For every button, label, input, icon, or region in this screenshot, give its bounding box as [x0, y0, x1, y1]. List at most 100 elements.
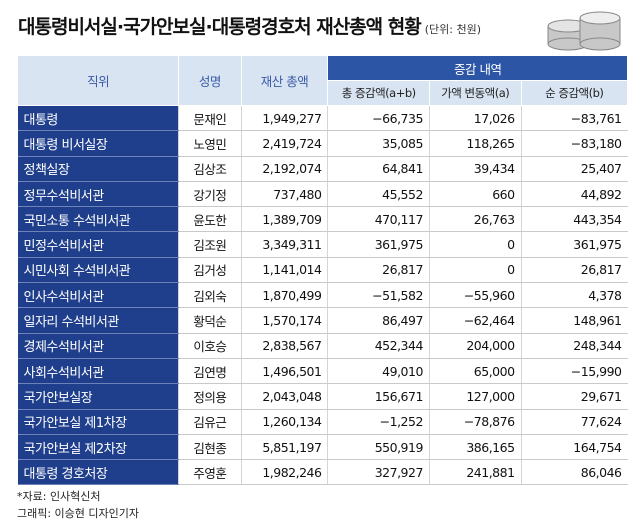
total-assets: 2,838,567: [240, 333, 328, 359]
total-assets: 3,349,311: [240, 231, 328, 258]
position: 국가안보실 제1차장: [17, 409, 179, 435]
total-change: 49,010: [327, 358, 430, 385]
name: 김외숙: [178, 282, 242, 309]
table-row: 대통령 문재인 1,949,277 −66,735 17,026 −83,761: [17, 105, 628, 132]
column-header: 가액 변동액(a): [428, 80, 522, 106]
position: 국민소통 수석비서관: [17, 206, 179, 233]
title: 대통령비서실·국가안보실·대통령경호처 재산총액 현황 (단위: 천원): [18, 12, 481, 39]
total-assets: 1,389,709: [240, 206, 328, 233]
net-change: 77,624: [520, 409, 628, 435]
table-row: 사회수석비서관 김연명 1,496,501 49,010 65,000 −15,990: [17, 358, 628, 385]
net-change: −15,990: [520, 358, 628, 385]
value-change: −62,464: [428, 307, 522, 334]
net-change: 443,354: [520, 206, 628, 233]
net-change: 86,046: [520, 459, 628, 486]
value-change: 127,000: [428, 383, 522, 410]
table-row: 인사수석비서관 김외숙 1,870,499 −51,582 −55,960 4,378: [17, 282, 628, 309]
table-row: 대통령 경호처장 주영훈 1,982,246 327,927 241,881 86,046: [17, 459, 628, 486]
table-row: 정책실장 김상조 2,192,074 64,841 39,434 25,407: [17, 156, 628, 182]
total-assets: 1,949,277: [240, 105, 328, 132]
net-change: −83,761: [520, 105, 628, 132]
total-assets: 1,260,134: [240, 409, 328, 435]
value-change: 660: [428, 181, 522, 208]
net-change: 148,961: [520, 307, 628, 334]
credit: 그래픽: 이승현 디자인기자: [17, 507, 140, 520]
total-change: 327,927: [327, 459, 430, 486]
position: 경제수석비서관: [17, 333, 179, 359]
table-row: 시민사회 수석비서관 김거성 1,141,014 26,817 0 26,817: [17, 257, 628, 284]
total-assets: 1,141,014: [240, 257, 328, 284]
total-assets: 1,496,501: [240, 358, 328, 385]
column-header: 재산 총액: [240, 55, 329, 106]
table-row: 민정수석비서관 김조원 3,349,311 361,975 0 361,975: [17, 231, 628, 258]
total-change: 550,919: [327, 434, 430, 461]
net-change: 26,817: [520, 257, 628, 284]
net-change: 361,975: [520, 231, 628, 258]
net-change: 248,344: [520, 333, 628, 359]
table-row: 국민소통 수석비서관 윤도한 1,389,709 470,117 26,763 443,3…: [17, 206, 628, 233]
total-assets: 2,419,724: [240, 130, 328, 157]
position: 인사수석비서관: [17, 282, 179, 309]
name: 문재인: [178, 105, 242, 132]
position: 대통령: [17, 105, 179, 132]
name: 김유근: [178, 409, 242, 435]
total-change: −51,582: [327, 282, 430, 309]
value-change: 26,763: [428, 206, 522, 233]
total-change: −66,735: [327, 105, 430, 132]
value-change: 386,165: [428, 434, 522, 461]
total-change: 156,671: [327, 383, 430, 410]
total-change: 86,497: [327, 307, 430, 334]
net-change: 25,407: [520, 156, 628, 182]
name: 김연명: [178, 358, 242, 385]
position: 시민사회 수석비서관: [17, 257, 179, 284]
title-text: 대통령비서실·국가안보실·대통령경호처 재산총액 현황: [18, 16, 422, 38]
total-assets: 5,851,197: [240, 434, 328, 461]
name: 윤도한: [178, 206, 242, 233]
net-change: 4,378: [520, 282, 628, 309]
position: 국가안보실장: [17, 383, 179, 410]
table-row: 경제수석비서관 이호승 2,838,567 452,344 204,000 248,344: [17, 333, 628, 359]
name: 김조원: [178, 231, 242, 258]
name: 김거성: [178, 257, 242, 284]
position: 국가안보실 제2차장: [17, 434, 179, 461]
source: *자료: 인사혁신처: [17, 490, 101, 503]
position: 대통령 비서실장: [17, 130, 179, 157]
table-row: 대통령 비서실장 노영민 2,419,724 35,085 118,265 −83,180: [17, 130, 628, 157]
column-header: 성명: [178, 55, 242, 106]
total-change: 452,344: [327, 333, 430, 359]
net-change: 164,754: [520, 434, 628, 461]
total-assets: 2,043,048: [240, 383, 328, 410]
group-header: 증감 내역: [327, 55, 628, 81]
total-assets: 1,570,174: [240, 307, 328, 334]
table-row: 국가안보실 제1차장 김유근 1,260,134 −1,252 −78,876 77,62…: [17, 409, 628, 435]
table-row: 국가안보실장 정의용 2,043,048 156,671 127,000 29,671: [17, 383, 628, 410]
total-change: 35,085: [327, 130, 430, 157]
value-change: 118,265: [428, 130, 522, 157]
total-change: 45,552: [327, 181, 430, 208]
value-change: 17,026: [428, 105, 522, 132]
value-change: 0: [428, 231, 522, 258]
total-change: −1,252: [327, 409, 430, 435]
table-row: 일자리 수석비서관 황덕순 1,570,174 86,497 −62,464 148,96…: [17, 307, 628, 334]
total-change: 26,817: [327, 257, 430, 284]
total-change: 64,841: [327, 156, 430, 182]
value-change: 204,000: [428, 333, 522, 359]
net-change: 44,892: [520, 181, 628, 208]
name: 김상조: [178, 156, 242, 182]
name: 이호승: [178, 333, 242, 359]
value-change: −55,960: [428, 282, 522, 309]
table-body: 대통령 문재인 1,949,277 −66,735 17,026 −83,761 대통령 비…: [17, 105, 628, 486]
total-change: 470,117: [327, 206, 430, 233]
position: 사회수석비서관: [17, 358, 179, 385]
total-assets: 1,982,246: [240, 459, 328, 486]
table-row: 정무수석비서관 강기정 737,480 45,552 660 44,892: [17, 181, 628, 208]
value-change: 39,434: [428, 156, 522, 182]
name: 노영민: [178, 130, 242, 157]
total-change: 361,975: [327, 231, 430, 258]
position: 정책실장: [17, 156, 179, 182]
column-header: 총 증감액(a+b): [327, 80, 430, 106]
column-header: 순 증감액(b): [520, 80, 629, 106]
position: 민정수석비서관: [17, 231, 179, 258]
total-assets: 737,480: [240, 181, 328, 208]
